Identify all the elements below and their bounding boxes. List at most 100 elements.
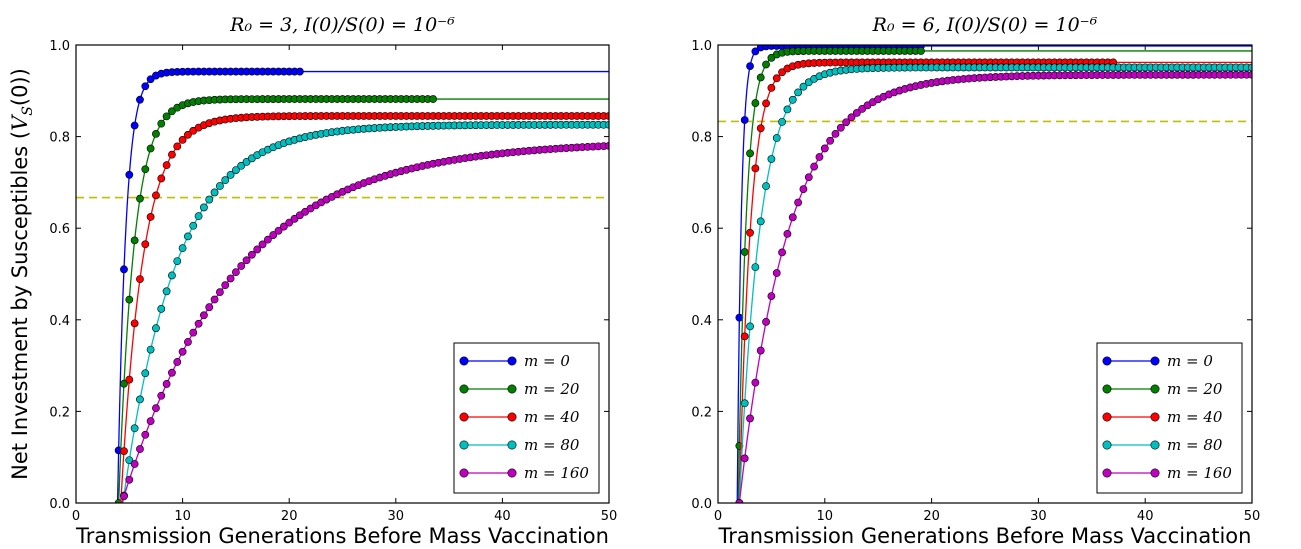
legend-label: m = 20 — [1167, 380, 1223, 398]
data-point — [772, 74, 781, 83]
data-point — [205, 195, 214, 204]
data-point — [152, 324, 160, 333]
data-point — [130, 121, 139, 130]
y-tick-label: 0.0 — [49, 497, 70, 512]
data-point — [152, 130, 160, 138]
data-point — [804, 173, 813, 182]
legend-entry: m = 40 — [459, 408, 580, 426]
legend-marker — [1102, 384, 1112, 394]
data-point — [756, 346, 765, 355]
legend-marker — [459, 384, 469, 394]
legend-entry: m = 0 — [1102, 352, 1213, 370]
data-point — [136, 445, 144, 453]
legend-marker — [459, 412, 469, 422]
data-point — [173, 142, 182, 151]
data-point — [746, 149, 754, 158]
data-point — [168, 271, 176, 280]
series-2 — [114, 95, 609, 503]
data-point — [740, 116, 749, 124]
data-point — [810, 162, 819, 171]
data-point — [231, 166, 240, 175]
data-point — [263, 235, 272, 244]
data-point — [146, 75, 155, 84]
y-tick-label: 0.0 — [691, 497, 712, 512]
data-point — [820, 144, 829, 153]
data-point — [141, 165, 150, 174]
data-point — [799, 185, 808, 194]
data-point — [200, 311, 208, 320]
series-1 — [114, 67, 609, 503]
x-tick-label: 30 — [1030, 509, 1047, 524]
series-5 — [735, 70, 1252, 503]
plot-content — [718, 45, 1252, 503]
data-point — [247, 250, 256, 259]
data-point — [740, 399, 749, 408]
data-point — [772, 269, 781, 277]
series-4 — [735, 63, 1252, 503]
legend-entry: m = 0 — [459, 352, 570, 370]
data-point — [162, 112, 171, 121]
data-point — [120, 447, 128, 455]
data-point — [125, 295, 134, 304]
data-point — [146, 417, 155, 426]
data-point — [772, 134, 781, 142]
data-point — [751, 99, 760, 107]
data-point — [162, 161, 171, 170]
legend-marker — [507, 412, 517, 422]
data-point — [751, 47, 760, 56]
data-point — [756, 124, 765, 133]
data-point — [120, 265, 128, 274]
data-point — [847, 113, 856, 122]
axes-frame — [75, 44, 610, 504]
data-point — [152, 191, 160, 200]
legend-marker — [1150, 412, 1160, 422]
legend-marker — [1150, 384, 1160, 394]
legend: m = 0 m = 20 m = 40 m = 80 m = 160 — [1096, 342, 1243, 494]
chart-panel-1: 0 10 20 30 40 50 0.0 0.2 0.4 0.6 0.8 1.0 R₀ = 3, I(0… — [49, 14, 617, 548]
legend-label: m = 80 — [1167, 436, 1223, 454]
data-point — [751, 263, 760, 272]
data-point — [184, 338, 192, 346]
legend-label: m = 160 — [524, 464, 589, 482]
data-point — [783, 105, 792, 114]
data-point — [756, 217, 765, 226]
legend-entry: m = 80 — [459, 436, 580, 454]
data-point — [125, 456, 134, 465]
legend-marker — [1150, 440, 1160, 450]
data-point — [756, 73, 765, 82]
data-point — [740, 454, 749, 463]
y-axis-label-tail: (0)) — [8, 68, 32, 106]
data-point — [130, 319, 139, 328]
data-point — [794, 88, 802, 97]
data-point — [762, 317, 770, 326]
legend-marker — [459, 356, 469, 366]
legend-marker — [1102, 440, 1112, 450]
data-point — [130, 460, 139, 468]
data-point — [285, 218, 294, 227]
data-point — [221, 281, 230, 290]
data-point — [146, 345, 155, 354]
y-axis-label: Net Investment by Susceptibles (VS(0)) — [8, 68, 36, 480]
legend-entry: m = 160 — [1102, 464, 1232, 482]
data-point — [136, 95, 144, 104]
data-point — [842, 118, 851, 127]
legend-label: m = 80 — [524, 436, 580, 454]
data-point — [168, 150, 176, 159]
data-point — [295, 67, 304, 76]
legend-marker — [1102, 468, 1112, 478]
legend-marker — [507, 440, 517, 450]
data-point — [216, 182, 224, 190]
data-point — [226, 274, 235, 283]
data-point — [605, 120, 609, 129]
data-point — [205, 303, 214, 312]
y-tick-label: 0.6 — [691, 222, 712, 237]
data-point — [173, 257, 182, 266]
data-point — [168, 368, 176, 377]
legend-marker — [1150, 468, 1160, 478]
data-point — [746, 322, 754, 331]
data-point — [125, 475, 134, 484]
data-point — [221, 176, 230, 185]
data-point — [762, 182, 770, 191]
y-tick-label: 0.6 — [49, 222, 70, 237]
y-tick-label: 0.2 — [691, 405, 712, 420]
